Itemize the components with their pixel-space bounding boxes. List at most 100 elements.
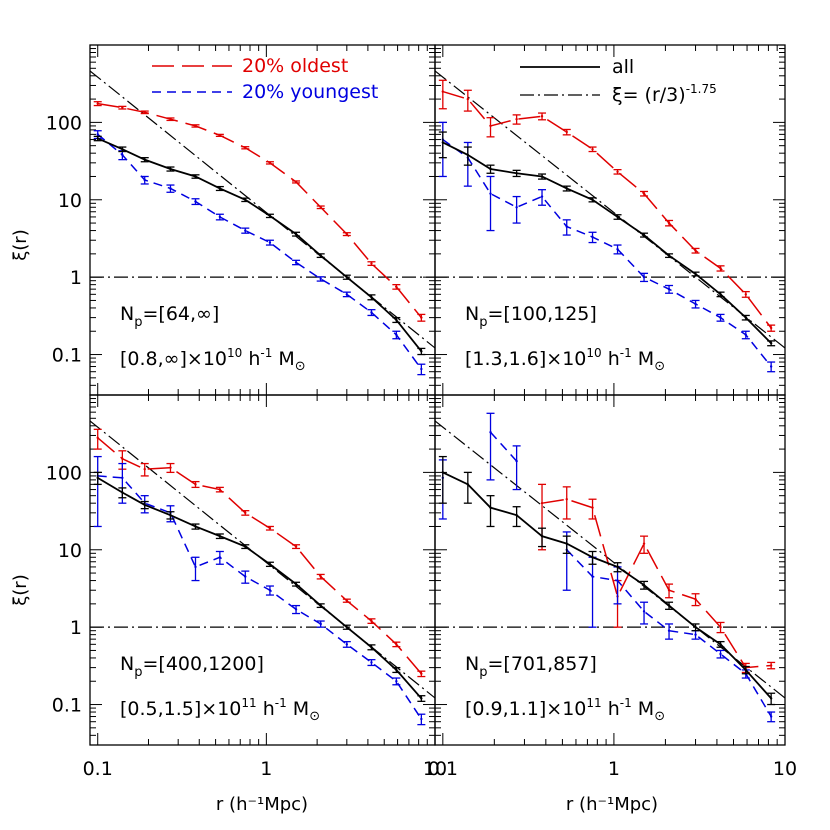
- data-point: [169, 513, 172, 517]
- error-bar-all: [191, 174, 200, 179]
- legend-label-oldest: 20% oldest: [242, 55, 348, 77]
- mass-unit: h: [257, 698, 275, 720]
- data-point: [121, 148, 124, 151]
- data-point: [395, 333, 398, 336]
- error-bar-youngest: [215, 550, 224, 565]
- np-subscript: p: [479, 315, 487, 330]
- data-point: [744, 293, 747, 296]
- error-bar-oldest: [342, 598, 351, 603]
- panel-frame: [89, 394, 436, 746]
- error-bar-youngest: [292, 604, 301, 615]
- data-point: [420, 350, 423, 353]
- data-point: [244, 146, 247, 149]
- series-line-oldest: [541, 498, 772, 669]
- data-point: [515, 513, 518, 517]
- series-youngest: [93, 455, 426, 726]
- data-point: [591, 235, 594, 239]
- data-point: [96, 476, 99, 480]
- error-bar-all: [538, 527, 547, 548]
- data-point: [143, 158, 146, 161]
- error-bar-youngest: [316, 620, 325, 628]
- data-point: [244, 229, 247, 232]
- data-point: [489, 192, 492, 195]
- error-bar-all: [367, 644, 376, 651]
- legend-label-power-law: ξ= (r/3)-1.75: [612, 82, 717, 106]
- error-bar-youngest: [665, 284, 674, 294]
- mass-unit-exponent: -1: [260, 346, 272, 360]
- legend-label-youngest: 20% youngest: [242, 81, 378, 103]
- data-point: [616, 565, 619, 569]
- error-bar-youngest: [93, 455, 102, 528]
- data-point: [370, 646, 373, 649]
- np-subscript: p: [134, 665, 142, 680]
- error-bar-all: [665, 601, 674, 610]
- error-bar-oldest: [316, 205, 325, 210]
- error-bar-all: [367, 294, 376, 301]
- error-bar-youngest: [367, 309, 376, 317]
- np-symbol: N: [465, 653, 479, 675]
- data-point: [616, 170, 619, 173]
- error-bar-youngest: [716, 649, 725, 659]
- series-youngest: [438, 121, 776, 373]
- error-bar-oldest: [486, 117, 495, 138]
- error-bar-oldest: [665, 219, 674, 227]
- data-point: [489, 167, 492, 171]
- data-point: [268, 161, 272, 165]
- x-axis-label-right: r (h⁻¹Mpc): [566, 794, 658, 815]
- data-point: [294, 608, 298, 611]
- error-bar-all: [716, 291, 725, 298]
- mass-unit-solar: M: [632, 698, 654, 720]
- data-point: [96, 133, 99, 136]
- mass-exponent: 11: [586, 696, 601, 710]
- error-bar-all: [512, 506, 521, 528]
- error-bar-oldest: [716, 621, 725, 634]
- data-point: [466, 153, 470, 157]
- mass-solar-subscript: ⊙: [654, 359, 665, 374]
- x-tick-label-right: 1: [608, 758, 620, 780]
- data-point: [143, 111, 146, 114]
- data-point: [642, 583, 646, 587]
- data-point: [515, 206, 518, 209]
- data-point: [642, 610, 646, 613]
- mass-range: [0.9,1.1]×10: [465, 698, 586, 720]
- error-bar-youngest: [588, 231, 597, 244]
- error-bar-oldest: [538, 112, 547, 121]
- error-bar-all: [716, 640, 725, 648]
- data-point: [395, 318, 398, 322]
- data-point: [667, 629, 671, 632]
- series-line-youngest: [97, 133, 422, 370]
- error-bar-all: [166, 511, 175, 520]
- series-line-all: [442, 141, 772, 344]
- data-point: [540, 534, 544, 538]
- data-point: [169, 167, 172, 171]
- data-point: [769, 715, 773, 718]
- x-tick-label-left: 1: [260, 758, 272, 780]
- ticks: [434, 44, 786, 396]
- error-bar-youngest: [392, 330, 401, 340]
- error-bar-oldest: [640, 535, 649, 554]
- error-bar-oldest: [140, 110, 149, 115]
- data-point: [540, 175, 544, 178]
- error-bar-oldest: [767, 661, 776, 670]
- data-point: [565, 542, 568, 545]
- error-bar-oldest: [716, 265, 725, 272]
- mass-unit: h: [602, 348, 620, 370]
- data-point: [345, 599, 349, 602]
- error-bar-all: [265, 561, 274, 568]
- data-point: [194, 525, 197, 528]
- x-tick-label-left: 0.1: [83, 758, 113, 780]
- data-point: [420, 672, 423, 675]
- legend-right: all ξ= (r/3)-1.75: [520, 56, 717, 106]
- axes-labels: ξ(r) ξ(r) r (h⁻¹Mpc) r (h⁻¹Mpc): [10, 229, 658, 815]
- data-point: [591, 198, 594, 201]
- error-bar-oldest: [265, 161, 274, 165]
- y-axis-label-bottom: ξ(r): [10, 574, 31, 605]
- error-bar-youngest: [316, 276, 325, 282]
- series-oldest: [538, 483, 776, 674]
- error-bar-all: [392, 666, 401, 674]
- error-bar-youngest: [562, 219, 571, 236]
- data-point: [591, 556, 594, 559]
- np-annotation: Np=[64,∞]: [120, 303, 219, 330]
- panel-frame: [434, 44, 786, 396]
